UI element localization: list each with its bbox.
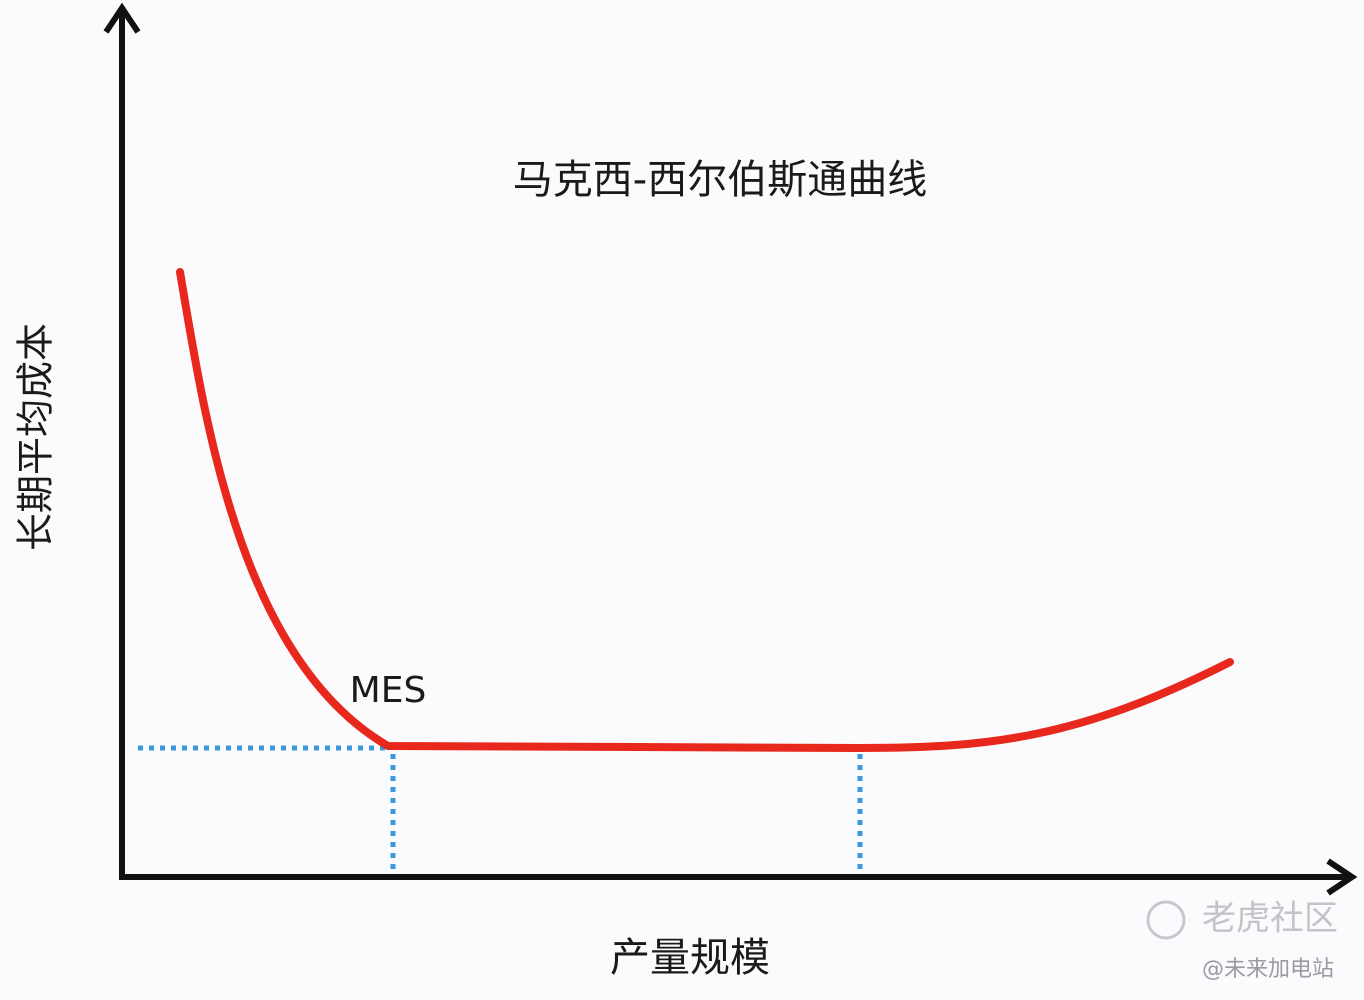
watermark-logo (1146, 900, 1186, 940)
x-axis-label: 产量规模 (610, 935, 770, 981)
mes-label: MES (350, 670, 427, 711)
cost-curve (176, 268, 1234, 752)
title: 马克西-西尔伯斯通曲线 (513, 157, 927, 203)
y-axis-label: 长期平均成本 (14, 323, 58, 551)
x-axis-arrow (1326, 858, 1358, 896)
watermark-brand: 老虎社区 (1202, 899, 1338, 939)
watermark-author: @未来加电站 (1202, 957, 1334, 982)
y-axis-arrow (103, 2, 141, 34)
